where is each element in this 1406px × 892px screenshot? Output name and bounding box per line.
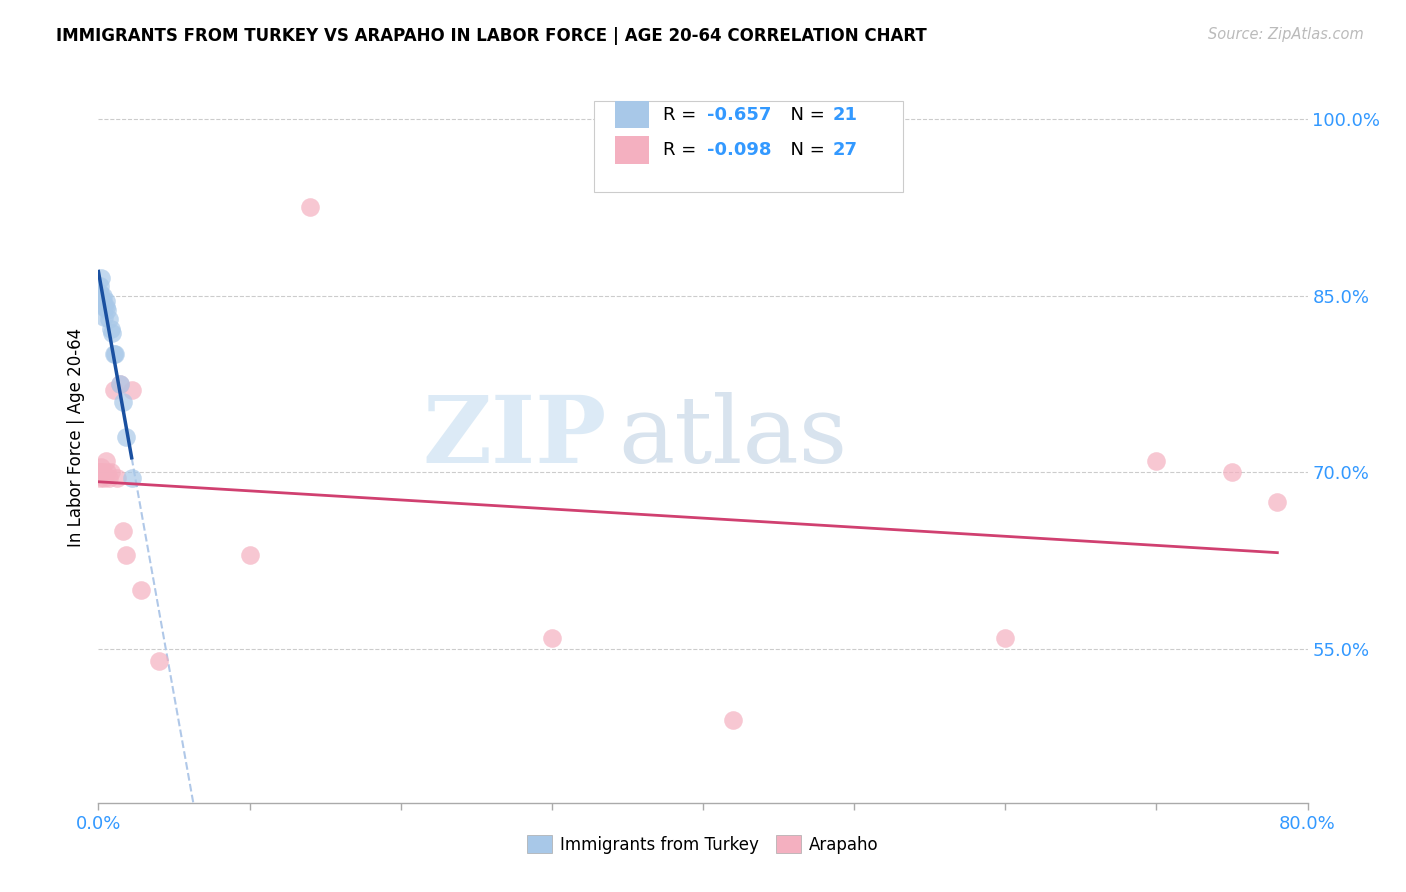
FancyBboxPatch shape [595, 101, 903, 192]
Point [89, 471, 111, 485]
Point [1267, 495, 1289, 509]
FancyBboxPatch shape [614, 101, 648, 128]
Point [108, 376, 131, 391]
Point [148, 654, 170, 668]
Point [103, 383, 125, 397]
Point [91, 466, 114, 480]
Point [89, 279, 111, 293]
Point [87, 288, 110, 302]
Point [94, 294, 117, 309]
Point [93, 301, 115, 315]
Point [121, 471, 143, 485]
Point [114, 548, 136, 562]
Point [90, 459, 112, 474]
Point [111, 394, 134, 409]
Point [100, 321, 122, 335]
Point [91, 294, 114, 309]
Point [111, 524, 134, 539]
Point [1220, 466, 1243, 480]
Text: N =: N = [779, 105, 831, 123]
Text: -0.657: -0.657 [707, 105, 770, 123]
Y-axis label: In Labor Force | Age 20-64: In Labor Force | Age 20-64 [66, 327, 84, 547]
Point [108, 376, 131, 391]
Point [91, 288, 114, 302]
Point [994, 631, 1017, 645]
Point [98, 471, 121, 485]
Text: IMMIGRANTS FROM TURKEY VS ARAPAHO IN LABOR FORCE | AGE 20-64 CORRELATION CHART: IMMIGRANTS FROM TURKEY VS ARAPAHO IN LAB… [56, 27, 927, 45]
Point [96, 302, 118, 317]
Point [101, 326, 124, 341]
Point [299, 200, 322, 214]
Point [94, 453, 117, 467]
Point [90, 270, 112, 285]
Point [90, 291, 112, 305]
FancyBboxPatch shape [614, 136, 648, 164]
Point [96, 466, 118, 480]
Point [100, 466, 122, 480]
Point [1144, 453, 1167, 467]
Point [129, 583, 152, 598]
Text: N =: N = [779, 141, 831, 160]
Point [114, 430, 136, 444]
Point [94, 301, 117, 315]
Point [121, 383, 143, 397]
Text: Source: ZipAtlas.com: Source: ZipAtlas.com [1208, 27, 1364, 42]
Point [90, 466, 112, 480]
Point [105, 471, 128, 485]
Point [103, 347, 125, 361]
Point [98, 312, 121, 326]
Text: ZIP: ZIP [422, 392, 606, 482]
Text: R =: R = [664, 105, 702, 123]
Point [89, 466, 111, 480]
Text: -0.098: -0.098 [707, 141, 770, 160]
Point [540, 631, 562, 645]
Legend: Immigrants from Turkey, Arapaho: Immigrants from Turkey, Arapaho [520, 829, 886, 860]
Text: R =: R = [664, 141, 702, 160]
Point [87, 466, 110, 480]
Point [723, 713, 745, 727]
Point [93, 310, 115, 324]
Text: 21: 21 [832, 105, 858, 123]
Text: 27: 27 [832, 141, 858, 160]
Text: atlas: atlas [619, 392, 848, 482]
Point [239, 548, 262, 562]
Point [93, 471, 115, 485]
Point [104, 347, 127, 361]
Point [89, 286, 111, 301]
